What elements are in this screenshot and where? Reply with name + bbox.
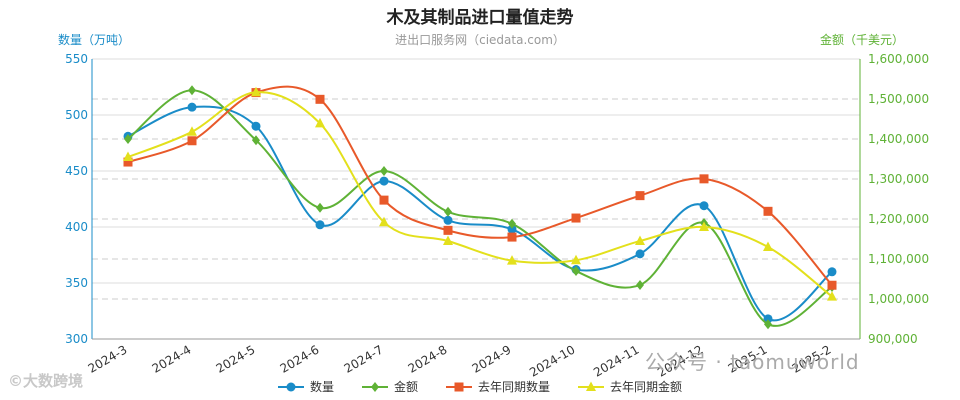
data-point-series-2 (316, 202, 324, 213)
legend-label: 去年同期数量 (478, 380, 551, 394)
chart-subtitle: 进出口服务网（ciedata.com） (395, 33, 565, 47)
y-tick-right: 1,100,000 (868, 252, 929, 266)
data-point-series-4 (315, 117, 325, 128)
y-tick-left: 350 (65, 276, 88, 290)
data-point-series-2 (380, 166, 388, 176)
legend-swatch (361, 381, 388, 392)
legend-marker (286, 382, 296, 391)
legend-item-1[interactable]: 数量 (277, 378, 334, 395)
y-tick-left: 400 (65, 220, 88, 234)
data-point-series-1 (315, 220, 325, 230)
data-point-series-2 (572, 266, 580, 276)
data-point-series-1 (379, 176, 389, 186)
y-tick-right: 1,000,000 (868, 292, 929, 306)
series-line-4 (127, 91, 833, 298)
legend-marker (454, 382, 464, 391)
data-point-series-3 (827, 280, 837, 290)
data-point-series-1 (827, 267, 837, 277)
x-tick-label: 2024-8 (406, 342, 450, 375)
data-point-series-2 (444, 206, 452, 217)
data-point-series-4 (763, 241, 773, 251)
data-point-series-4 (187, 126, 197, 136)
y-tick-right: 1,400,000 (868, 132, 929, 146)
data-point-series-1 (507, 224, 517, 234)
data-point-series-2 (636, 280, 644, 290)
data-point-series-4 (571, 254, 581, 265)
data-point-series-3 (379, 195, 389, 205)
y-axis-right-label: 金额（千美元） (820, 33, 905, 47)
watermark-left: ©大数跨境 (8, 372, 84, 390)
x-tick-label: 2024-10 (527, 342, 577, 379)
data-point-series-4 (443, 235, 453, 245)
data-point-series-4 (379, 216, 389, 227)
data-point-series-1 (251, 121, 261, 131)
data-point-series-3 (315, 94, 325, 104)
data-point-series-1 (763, 314, 773, 324)
data-point-series-2 (252, 135, 260, 146)
data-point-series-2 (508, 218, 516, 229)
data-point-series-3 (187, 136, 197, 146)
data-point-series-4 (635, 235, 645, 245)
y-tick-left: 550 (65, 52, 88, 66)
legend-label: 金额 (393, 380, 418, 394)
data-point-series-3 (123, 157, 133, 167)
legend-swatch (446, 382, 472, 391)
y-tick-right: 1,200,000 (868, 212, 929, 226)
y-tick-left: 500 (65, 108, 88, 122)
data-point-series-1 (187, 102, 197, 112)
y-tick-right: 1,300,000 (868, 172, 929, 186)
data-point-series-3 (635, 191, 645, 201)
data-point-series-2 (124, 134, 132, 144)
data-point-series-2 (188, 85, 196, 96)
legend-swatch (578, 381, 605, 391)
watermark-right: 公众号 · taomuworld (645, 350, 860, 374)
x-tick-label: 2024-9 (470, 342, 514, 375)
y-tick-right: 1,600,000 (868, 52, 929, 66)
data-point-series-4 (123, 151, 133, 161)
legend-marker (586, 381, 597, 391)
y-axis-left-label: 数量（万吨） (58, 33, 131, 47)
series-line-2 (127, 89, 833, 327)
data-point-series-4 (827, 291, 837, 301)
y-tick-left: 300 (65, 332, 88, 346)
legend-marker (370, 381, 379, 392)
y-tick-left: 450 (65, 164, 88, 178)
data-point-series-1 (699, 201, 709, 211)
data-point-series-3 (571, 213, 581, 223)
legend-label: 数量 (309, 380, 334, 394)
x-tick-label: 2024-5 (214, 342, 258, 375)
legend-item-3[interactable]: 去年同期数量 (446, 378, 550, 395)
chart-title: 木及其制品进口量值走势 (386, 8, 574, 28)
legend-item-4[interactable]: 去年同期金额 (578, 378, 682, 395)
data-point-series-3 (443, 225, 453, 235)
data-point-series-4 (699, 221, 709, 231)
data-point-series-4 (251, 86, 261, 97)
chart-legend: 数量 金额 去年同期数量 去年同期金额 (0, 378, 960, 395)
legend-swatch (277, 382, 304, 391)
x-tick-label: 2024-6 (278, 342, 322, 375)
y-tick-right: 1,500,000 (868, 92, 929, 106)
data-point-series-1 (635, 249, 645, 259)
legend-label: 去年同期金额 (610, 380, 683, 394)
y-tick-right: 900,000 (868, 332, 918, 346)
data-point-series-4 (507, 255, 517, 265)
x-tick-label: 2024-3 (86, 342, 130, 375)
legend-item-2[interactable]: 金额 (361, 378, 418, 395)
series-line-3 (127, 85, 833, 286)
data-point-series-3 (699, 174, 709, 184)
x-tick-label: 2024-11 (591, 342, 641, 379)
x-tick-label: 2024-7 (342, 342, 386, 375)
data-point-series-2 (764, 319, 772, 330)
data-point-series-3 (507, 232, 517, 242)
data-point-series-3 (763, 206, 773, 216)
x-tick-label: 2024-4 (150, 342, 194, 375)
data-point-series-1 (443, 215, 453, 225)
